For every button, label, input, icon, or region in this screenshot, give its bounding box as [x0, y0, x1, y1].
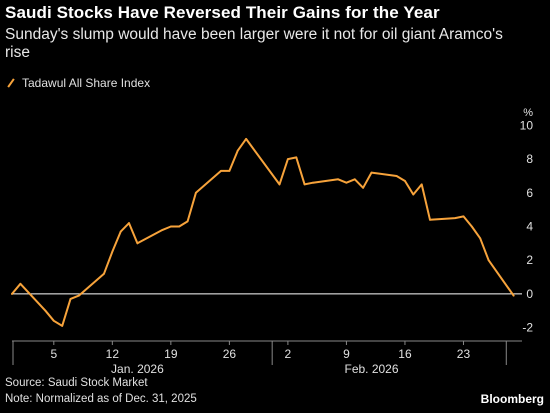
data-point	[119, 230, 122, 233]
y-tick-label: -2	[522, 321, 533, 335]
data-point	[245, 138, 248, 140]
data-point	[236, 149, 239, 152]
data-point	[287, 158, 289, 161]
data-point	[303, 183, 306, 186]
data-point	[370, 171, 373, 174]
x-tick-label: 9	[343, 347, 350, 361]
x-tick-label: 16	[398, 347, 412, 361]
data-point	[345, 181, 348, 184]
x-tick-label: 19	[164, 347, 178, 361]
data-point	[220, 170, 222, 172]
legend: Tadawul All Share Index	[6, 76, 150, 90]
data-point	[178, 225, 181, 228]
data-point	[44, 309, 47, 312]
data-point	[78, 294, 80, 297]
data-point	[195, 191, 197, 194]
data-point	[52, 319, 55, 322]
data-point	[462, 215, 465, 218]
data-point	[186, 220, 189, 223]
y-tick-label: 0	[526, 287, 533, 301]
data-point	[429, 218, 431, 221]
data-point	[278, 183, 281, 186]
data-point	[136, 242, 139, 245]
data-point	[228, 170, 231, 172]
x-tick-label: 2	[285, 347, 292, 361]
data-point	[470, 225, 473, 228]
y-axis-unit-label: %	[523, 107, 533, 119]
data-point	[170, 225, 172, 228]
chart-subtitle: Sunday's slump would have been larger we…	[5, 26, 503, 61]
x-tick-label: 12	[106, 347, 120, 361]
y-tick-label: 8	[526, 152, 533, 166]
data-point	[19, 282, 22, 285]
data-point	[362, 186, 364, 189]
data-point	[395, 175, 398, 177]
x-tick-label: 5	[50, 347, 57, 361]
source-note: Source: Saudi Stock Market	[5, 377, 148, 389]
x-month-label: Feb. 2026	[344, 362, 398, 376]
y-tick-label: 4	[526, 220, 533, 234]
data-point	[337, 178, 339, 181]
x-tick-label: 23	[457, 347, 471, 361]
y-tick-label: 10	[520, 118, 534, 132]
y-tick-label: 6	[526, 186, 533, 200]
data-point	[69, 298, 72, 300]
data-point	[128, 222, 130, 225]
x-tick-label: 26	[223, 347, 237, 361]
bloomberg-logo: Bloomberg	[480, 392, 544, 406]
data-point	[61, 325, 64, 327]
series-line	[11, 137, 515, 327]
data-point	[295, 156, 298, 159]
data-point	[454, 217, 456, 220]
data-point	[103, 272, 105, 275]
normalization-note: Note: Normalized as of Dec. 31, 2025	[5, 393, 197, 405]
data-point	[420, 183, 423, 186]
data-point	[487, 259, 490, 262]
x-month-label: Jan. 2026	[111, 362, 164, 376]
data-point	[512, 294, 515, 297]
data-point	[161, 229, 164, 231]
data-point	[404, 180, 406, 182]
data-point	[111, 250, 114, 253]
data-point	[412, 193, 415, 196]
legend-label: Tadawul All Share Index	[22, 76, 151, 90]
y-tick-label: 2	[526, 253, 533, 267]
data-point	[11, 293, 13, 295]
data-point	[312, 181, 314, 184]
data-point	[479, 237, 482, 240]
chart-title: Saudi Stocks Have Reversed Their Gains f…	[5, 3, 440, 22]
data-point	[353, 178, 356, 181]
